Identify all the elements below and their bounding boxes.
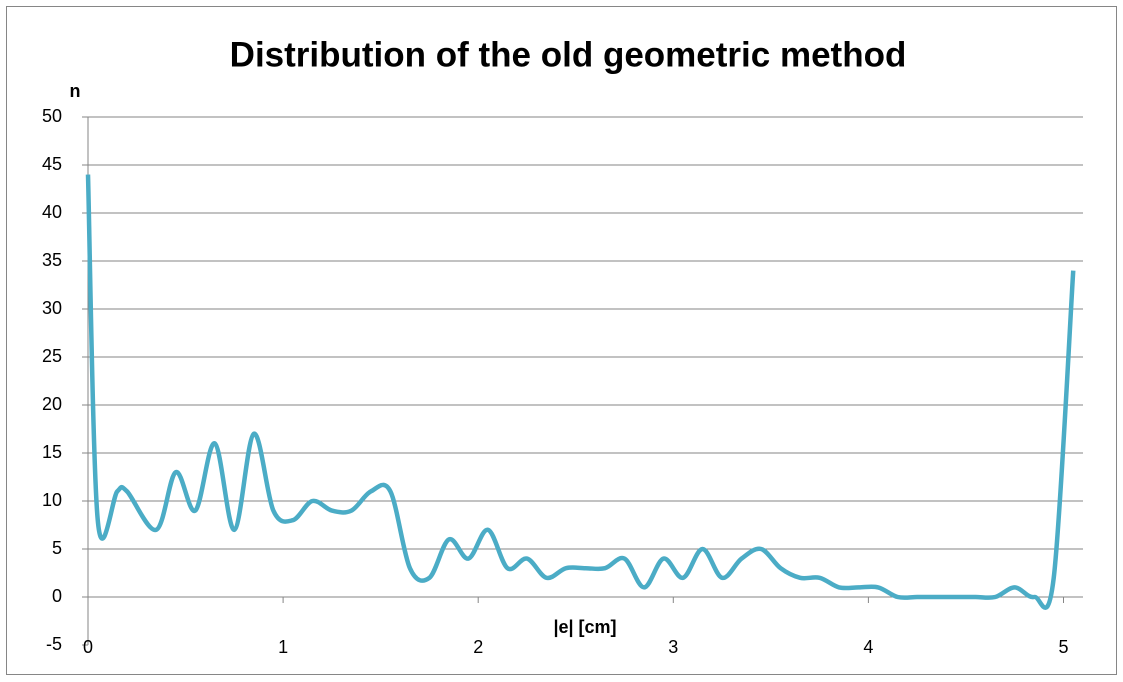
y-tick-label: 0 xyxy=(52,586,62,606)
chart-border xyxy=(6,6,1117,675)
y-tick-label: 40 xyxy=(42,202,62,222)
y-tick-label: 20 xyxy=(42,394,62,414)
y-axis-label: n xyxy=(70,81,81,101)
x-tick-label: 3 xyxy=(668,637,678,657)
y-tick-label: 35 xyxy=(42,250,62,270)
y-tick-label: 25 xyxy=(42,346,62,366)
x-tick-label: 1 xyxy=(278,637,288,657)
y-tick-label: 15 xyxy=(42,442,62,462)
y-tick-label: 5 xyxy=(52,538,62,558)
x-tick-label: 0 xyxy=(83,637,93,657)
y-tick-label: 45 xyxy=(42,154,62,174)
chart-title: Distribution of the old geometric method xyxy=(230,35,907,74)
y-tick-label: 50 xyxy=(42,106,62,126)
y-tick-label: -5 xyxy=(46,634,62,654)
y-tick-label: 30 xyxy=(42,298,62,318)
x-axis-label: |e| [cm] xyxy=(553,617,616,637)
x-tick-label: 2 xyxy=(473,637,483,657)
y-tick-label: 10 xyxy=(42,490,62,510)
data-line xyxy=(85,174,1076,610)
x-tick-label: 4 xyxy=(863,637,873,657)
x-tick-label: 5 xyxy=(1058,637,1068,657)
